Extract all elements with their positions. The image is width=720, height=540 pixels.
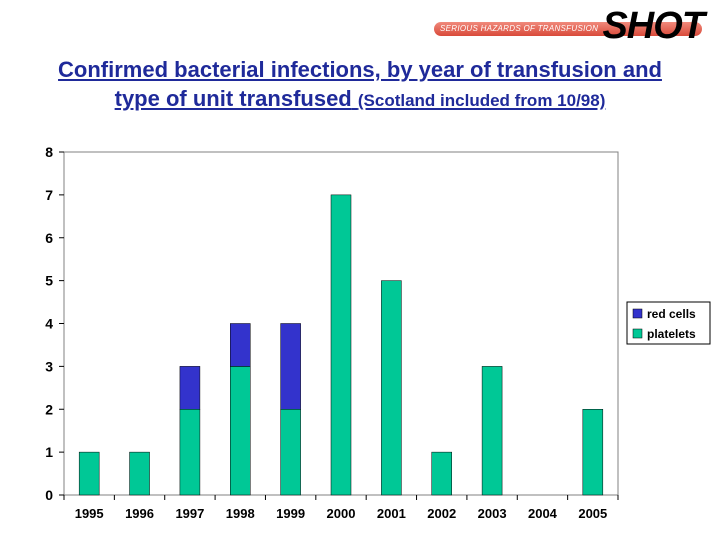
bar-platelets-1999	[280, 409, 301, 496]
logo-wordmark: SHOT	[602, 5, 705, 47]
bar-platelets-1995	[78, 451, 100, 496]
x-tick-label: 2003	[478, 506, 507, 521]
bar-platelets-1997	[179, 409, 201, 496]
x-tick-label: 1997	[175, 506, 204, 521]
x-tick-label: 2004	[528, 506, 558, 521]
logo-subtitle: SERIOUS HAZARDS OF TRANSFUSION	[440, 24, 599, 33]
bar-platelets-1996	[129, 451, 150, 496]
y-tick-label: 8	[45, 144, 53, 160]
y-tick-label: 0	[45, 487, 53, 503]
logo-banner	[434, 22, 702, 36]
page-title: Confirmed bacterial infections, by year …	[0, 55, 720, 115]
x-tick-label: 2002	[427, 506, 456, 521]
bar-platelets-1998	[230, 366, 251, 496]
y-tick-label: 7	[45, 187, 53, 203]
x-tick-label: 1995	[75, 506, 104, 521]
x-tick-label: 2001	[377, 506, 406, 521]
bar-red-cells-1997	[179, 366, 201, 410]
legend-swatch-platelets	[632, 328, 643, 339]
x-tick-label: 1998	[226, 506, 255, 521]
title-line-2-note: (Scotland included from 10/98)	[357, 91, 606, 110]
y-tick-label: 1	[45, 444, 53, 460]
bar-platelets-2001	[381, 280, 402, 496]
x-tick-label: 2005	[578, 506, 607, 521]
y-tick-label: 3	[45, 358, 53, 374]
y-tick-label: 6	[45, 230, 53, 246]
y-tick-label: 2	[45, 401, 53, 417]
title-line-2-main: type of unit transfused	[114, 86, 352, 111]
y-tick-label: 5	[45, 273, 53, 289]
legend-label-red-cells: red cells	[647, 307, 696, 321]
y-tick-label: 4	[45, 316, 53, 332]
bar-red-cells-1998	[230, 323, 251, 367]
shot-logo: SERIOUS HAZARDS OF TRANSFUSION SHOT	[430, 6, 712, 46]
x-tick-label: 2000	[327, 506, 356, 521]
bar-platelets-2002	[431, 451, 452, 496]
bar-platelets-2000	[330, 194, 352, 496]
x-tick-label: 1996	[125, 506, 154, 521]
title-line-1: Confirmed bacterial infections, by year …	[58, 57, 662, 82]
bar-platelets-2005	[582, 409, 604, 496]
legend-label-platelets: platelets	[647, 327, 696, 341]
title-line-2: type of unit transfused (Scotland includ…	[0, 84, 720, 115]
legend-swatch-red-cells	[632, 308, 643, 319]
bar-platelets-2003	[481, 366, 503, 496]
bar-red-cells-1999	[280, 323, 301, 410]
x-tick-label: 1999	[276, 506, 305, 521]
